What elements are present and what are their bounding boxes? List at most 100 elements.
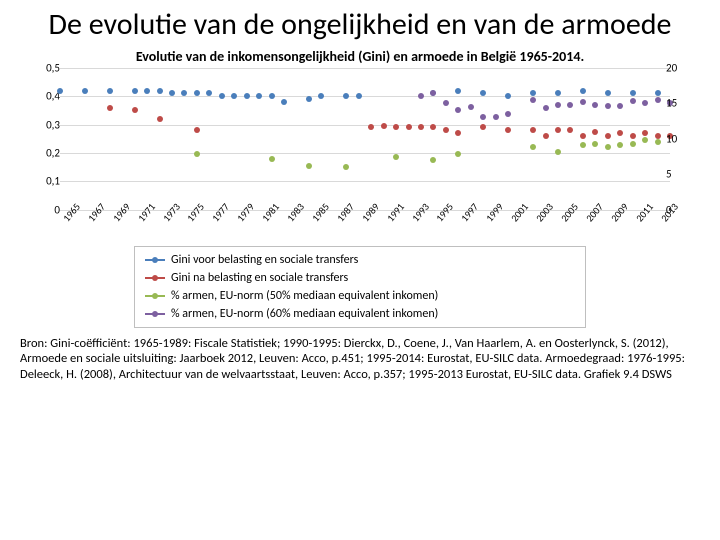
data-point xyxy=(82,88,88,94)
data-point xyxy=(630,141,636,147)
data-point xyxy=(580,142,586,148)
data-point xyxy=(480,124,486,130)
data-point xyxy=(194,127,200,133)
slide-title: De evolutie van de ongelijkheid en van d… xyxy=(0,0,720,41)
legend-label: Gini na belasting en sociale transfers xyxy=(171,269,348,287)
data-point xyxy=(543,105,549,111)
gridline xyxy=(60,68,670,69)
right-ytick: 15 xyxy=(666,98,696,109)
data-point xyxy=(455,107,461,113)
data-point xyxy=(57,88,63,94)
gridline xyxy=(60,181,670,182)
data-point xyxy=(306,96,312,102)
legend-label: % armen, EU-norm (60% mediaan equivalent… xyxy=(171,305,438,323)
data-point xyxy=(567,127,573,133)
data-point xyxy=(642,130,648,136)
left-ytick: 0,5 xyxy=(30,62,60,73)
slide: De evolutie van de ongelijkheid en van d… xyxy=(0,0,720,540)
legend-item: Gini voor belasting en sociale transfers xyxy=(145,251,575,269)
data-point xyxy=(468,104,474,110)
right-ytick: 5 xyxy=(666,169,696,180)
gridline xyxy=(60,96,670,97)
left-ytick: 0 xyxy=(30,204,60,215)
data-point xyxy=(605,144,611,150)
source-text: Bron: Gini-coëfficiënt: 1965-1989: Fisca… xyxy=(0,334,720,383)
data-point xyxy=(281,99,287,105)
data-point xyxy=(256,93,262,99)
data-point xyxy=(592,129,598,135)
data-point xyxy=(580,99,586,105)
data-point xyxy=(530,127,536,133)
data-point xyxy=(393,124,399,130)
data-point xyxy=(605,133,611,139)
data-point xyxy=(231,93,237,99)
data-point xyxy=(430,90,436,96)
data-point xyxy=(418,93,424,99)
legend-swatch xyxy=(145,277,165,279)
data-point xyxy=(580,133,586,139)
data-point xyxy=(505,111,511,117)
data-point xyxy=(306,163,312,169)
data-point xyxy=(418,124,424,130)
data-point xyxy=(505,127,511,133)
data-point xyxy=(630,133,636,139)
data-point xyxy=(655,90,661,96)
data-point xyxy=(219,93,225,99)
legend-swatch xyxy=(145,295,165,297)
data-point xyxy=(555,149,561,155)
data-point xyxy=(530,144,536,150)
legend-swatch xyxy=(145,313,165,315)
data-point xyxy=(107,88,113,94)
x-axis: 1965196719691971197319751977197919811983… xyxy=(60,210,670,238)
gridline xyxy=(60,125,670,126)
data-point xyxy=(455,130,461,136)
data-point xyxy=(555,127,561,133)
right-ytick: 10 xyxy=(666,133,696,144)
left-ytick: 0,3 xyxy=(30,119,60,130)
data-point xyxy=(592,102,598,108)
left-ytick: 0,1 xyxy=(30,176,60,187)
data-point xyxy=(430,124,436,130)
data-point xyxy=(655,133,661,139)
data-point xyxy=(356,93,362,99)
data-point xyxy=(368,124,374,130)
data-point xyxy=(505,93,511,99)
data-point xyxy=(144,88,150,94)
plot-area xyxy=(60,68,670,210)
data-point xyxy=(132,88,138,94)
data-point xyxy=(480,114,486,120)
data-point xyxy=(642,100,648,106)
legend-item: % armen, EU-norm (50% mediaan equivalent… xyxy=(145,287,575,305)
data-point xyxy=(530,97,536,103)
left-ytick: 0,2 xyxy=(30,147,60,158)
data-point xyxy=(381,123,387,129)
chart: 00,10,20,30,40,5 05101520 19651967196919… xyxy=(30,68,690,238)
data-point xyxy=(655,139,661,145)
data-point xyxy=(430,157,436,163)
data-point xyxy=(630,98,636,104)
data-point xyxy=(132,107,138,113)
data-point xyxy=(343,164,349,170)
data-point xyxy=(567,102,573,108)
data-point xyxy=(455,151,461,157)
data-point xyxy=(555,102,561,108)
left-ytick: 0,4 xyxy=(30,91,60,102)
data-point xyxy=(107,105,113,111)
y-axis-right: 05101520 xyxy=(666,68,696,210)
data-point xyxy=(617,103,623,109)
right-ytick: 20 xyxy=(666,62,696,73)
legend-label: Gini voor belasting en sociale transfers xyxy=(171,251,358,269)
y-axis-left: 00,10,20,30,40,5 xyxy=(30,68,60,210)
data-point xyxy=(493,114,499,120)
data-point xyxy=(642,137,648,143)
gridline xyxy=(60,153,670,154)
data-point xyxy=(630,90,636,96)
data-point xyxy=(157,116,163,122)
data-point xyxy=(393,154,399,160)
data-point xyxy=(455,88,461,94)
chart-subtitle: Evolutie van de inkomensongelijkheid (Gi… xyxy=(0,41,720,68)
data-point xyxy=(580,88,586,94)
data-point xyxy=(655,97,661,103)
data-point xyxy=(543,133,549,139)
data-point xyxy=(194,151,200,157)
